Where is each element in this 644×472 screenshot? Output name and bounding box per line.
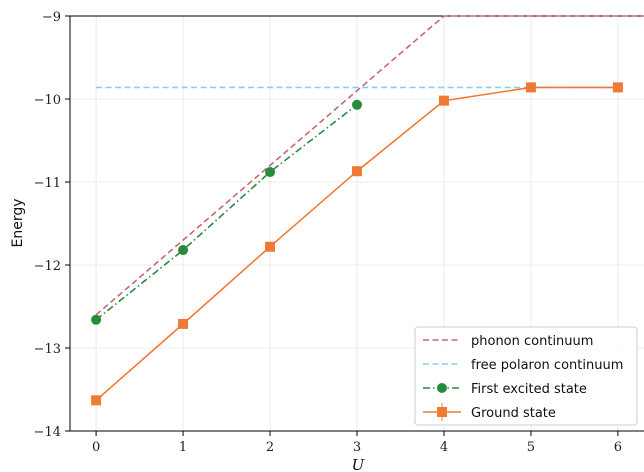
legend-box <box>414 326 638 426</box>
y-axis-title: Energy <box>10 198 26 247</box>
y-tick-label: −12 <box>34 259 61 274</box>
series <box>91 15 644 406</box>
data-point <box>265 167 276 178</box>
legend-label: free polaron continuum <box>471 358 623 373</box>
x-tick-label: 3 <box>353 440 361 455</box>
data-point <box>438 95 449 106</box>
legend-label: Ground state <box>471 406 556 421</box>
legend-label: First excited state <box>471 382 587 397</box>
x-tick-label: 1 <box>179 440 187 455</box>
data-point <box>91 395 102 406</box>
legend: phonon continuum free polaron continuum Fi… <box>414 326 638 426</box>
series-ground-state <box>91 82 623 406</box>
data-point <box>178 245 189 256</box>
x-tick-label: 4 <box>440 440 448 455</box>
tick-labels: 0 1 2 3 4 5 6 −14 −13 −12 −11 −10 −9 <box>34 10 622 455</box>
legend-marker <box>437 407 447 417</box>
series-line <box>95 104 358 321</box>
y-tick-label: −10 <box>34 93 61 108</box>
data-point <box>352 99 362 110</box>
data-point <box>265 241 276 252</box>
x-tick-label: 0 <box>92 440 100 455</box>
series-first-excited-state <box>91 99 362 325</box>
y-tick-label: −13 <box>34 342 61 357</box>
legend-marker <box>437 383 447 393</box>
legend-label: phonon continuum <box>471 334 593 349</box>
series-phonon-continuum <box>95 15 644 316</box>
data-point <box>178 318 189 329</box>
data-point <box>352 166 362 177</box>
y-tick-label: −9 <box>42 10 61 25</box>
y-tick-label: −11 <box>34 176 61 191</box>
data-point <box>612 82 623 93</box>
x-tick-label: 5 <box>527 440 535 455</box>
y-tick-label: −14 <box>34 425 61 440</box>
series-line <box>95 15 644 316</box>
data-point <box>91 314 102 325</box>
x-tick-label: 2 <box>266 440 274 455</box>
data-point <box>525 82 536 93</box>
x-axis-title: U <box>352 456 366 472</box>
x-tick-label: 6 <box>614 440 622 455</box>
